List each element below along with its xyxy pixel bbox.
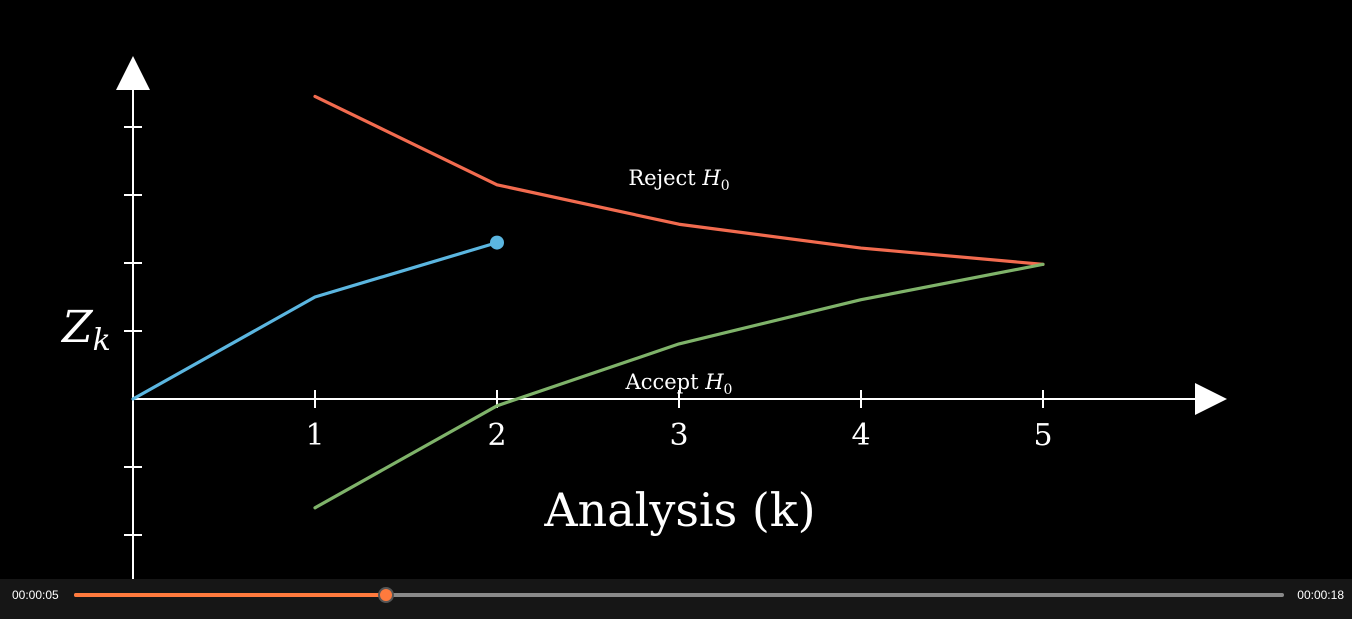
x-tick-label-1: 1 (305, 418, 324, 453)
x-tick-label-4: 4 (851, 418, 870, 453)
lower-boundary-point-3 (859, 298, 862, 301)
lower-boundary-point-2 (677, 342, 680, 345)
x-axis-arrow (1195, 383, 1227, 415)
seek-bar-progress (74, 593, 387, 597)
upper-boundary-point-2 (677, 223, 680, 226)
current-time: 00:00:05 (12, 588, 59, 602)
axes: 1 2 3 4 5 (116, 56, 1227, 606)
upper-boundary-line (313, 94, 1045, 266)
observed-path-point-0 (131, 397, 134, 400)
x-tick-label-5: 5 (1033, 418, 1052, 453)
playback-controls: 00:00:05 00:00:18 (0, 579, 1352, 619)
labels-layer: Reject H0 Accept H0 Analysis (k) Zk (60, 166, 816, 537)
seek-bar[interactable] (74, 587, 1284, 603)
upper-boundary-point-0 (313, 95, 316, 98)
y-axis-arrow (116, 56, 150, 90)
lower-boundary-point-0 (313, 506, 316, 509)
y-axis-title: Zk (60, 302, 111, 358)
x-tick-label-3: 3 (669, 418, 688, 453)
observed-path-line (131, 241, 499, 401)
lower-boundary-point-1 (495, 404, 498, 407)
seek-thumb[interactable] (378, 587, 395, 603)
total-time: 00:00:18 (1297, 588, 1344, 602)
reject-h0-label: Reject H0 (628, 166, 729, 194)
lower-boundary-point-4 (1041, 263, 1044, 266)
upper-boundary-point-1 (495, 183, 498, 186)
series-layer (131, 94, 1045, 510)
observed-path-point-1 (313, 295, 316, 298)
x-axis-title: Analysis (k) (543, 483, 815, 537)
x-tick-label-2: 2 (487, 418, 506, 453)
accept-h0-label: Accept H0 (625, 370, 733, 398)
lower-boundary-line (313, 262, 1045, 510)
upper-boundary-point-3 (859, 246, 862, 249)
observed-path-point-2 (490, 235, 504, 250)
